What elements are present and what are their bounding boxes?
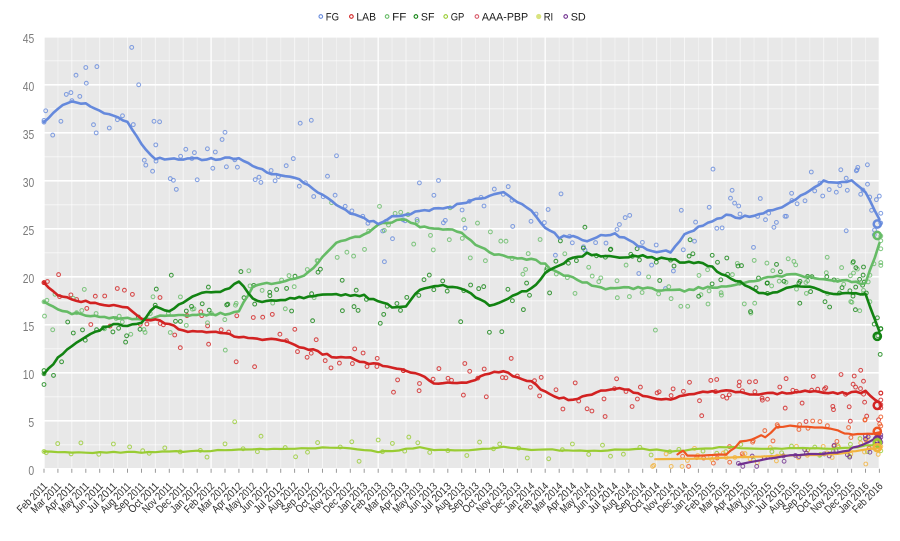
svg-text:5: 5: [28, 416, 34, 430]
svg-text:25: 25: [23, 224, 35, 238]
svg-text:45: 45: [23, 32, 35, 46]
svg-text:30: 30: [23, 176, 35, 190]
svg-text:40: 40: [23, 80, 35, 94]
svg-text:0: 0: [28, 464, 34, 478]
svg-text:20: 20: [23, 272, 35, 286]
svg-text:35: 35: [23, 128, 35, 142]
svg-text:RI: RI: [544, 12, 554, 24]
svg-text:GP: GP: [451, 12, 465, 24]
svg-text:15: 15: [23, 320, 35, 334]
svg-text:SF: SF: [421, 12, 435, 24]
svg-text:FF: FF: [392, 12, 406, 24]
svg-text:LAB: LAB: [356, 12, 376, 24]
svg-text:FG: FG: [326, 12, 339, 24]
svg-text:SD: SD: [571, 12, 586, 24]
svg-text:10: 10: [23, 368, 35, 382]
svg-text:AAA-PBP: AAA-PBP: [482, 12, 528, 24]
